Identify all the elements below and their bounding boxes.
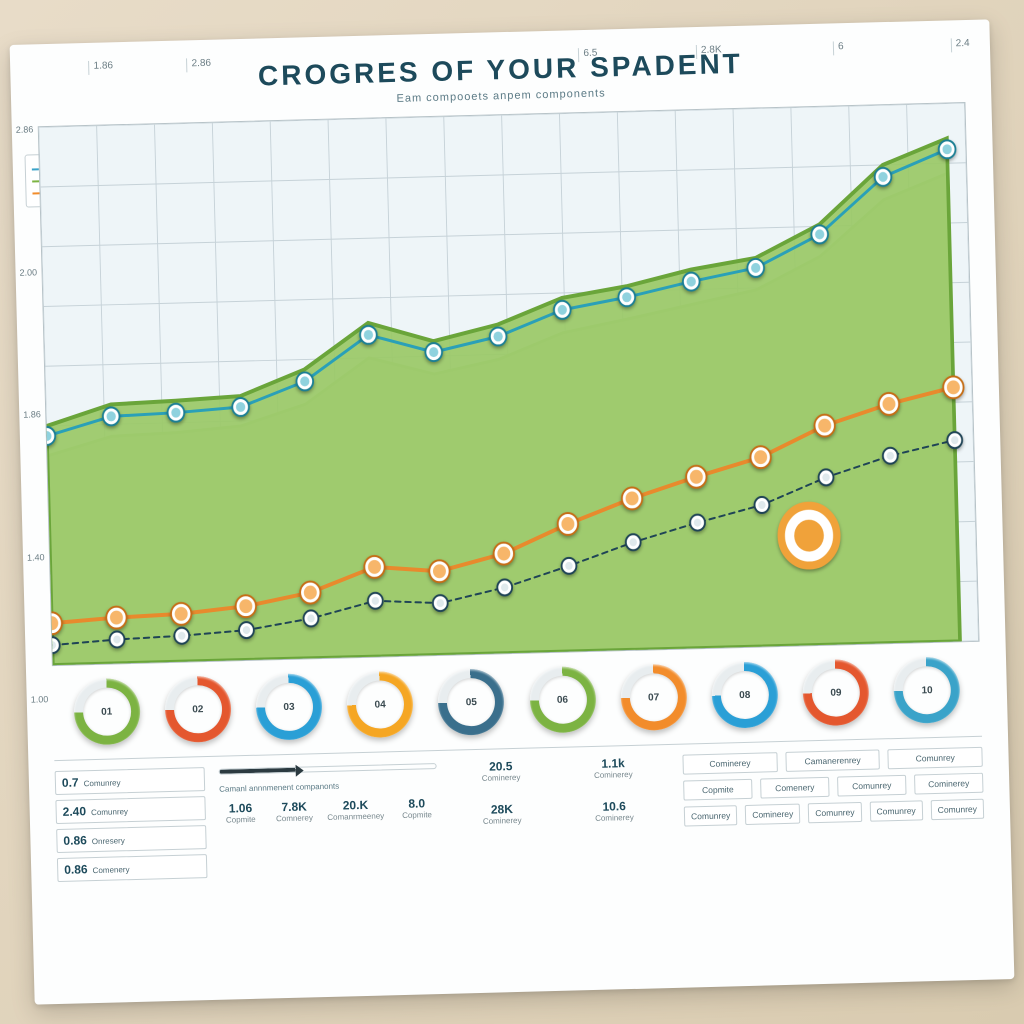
value-cell: 10.6Cominerey xyxy=(564,798,665,824)
metric-cell: 2.40 Comunrey xyxy=(55,796,206,824)
gauge: 03 xyxy=(255,673,323,741)
ladder-box: Camanerenrey xyxy=(785,749,880,771)
gauge: 09 xyxy=(802,659,870,727)
value-cell: 20.KComanrmeeney xyxy=(327,797,385,821)
report-sheet: 1.862.866.52.8K62.4 CROGRES OF YOUR SPAD… xyxy=(10,19,1015,1004)
left-metric-stack: 0.7 Comunrey2.40 Comunrey0.86 Onresery0.… xyxy=(55,767,208,882)
metric-cell: 0.7 Comunrey xyxy=(55,767,206,795)
right-values-column: 20.5Cominerey 1.1kCominerey 28KCominerey 10… xyxy=(450,755,671,872)
ladder-box: Comunrey xyxy=(869,800,923,821)
timeline-caption: Camanl annnmenent companonts xyxy=(219,779,437,794)
top-tick: 2.86 xyxy=(186,58,211,73)
gauge: 08 xyxy=(711,661,779,729)
ladder-box: Cominerey xyxy=(914,773,983,795)
center-column: Camanl annnmenent companonts 1.06Copmite… xyxy=(219,761,440,878)
top-tick: 6 xyxy=(833,41,844,55)
gauge: 04 xyxy=(346,671,414,739)
value-cell: 1.1kCominerey xyxy=(563,755,664,781)
metric-cell: 0.86 Comenery xyxy=(57,854,208,882)
ladder-box: Comenery xyxy=(760,777,829,799)
ladder-box: Cominerey xyxy=(745,804,801,825)
chart-svg xyxy=(39,103,979,665)
ladder-row: Copmite Comenery Comunrey Cominerey xyxy=(683,773,983,801)
value-cell: 28KCominerey xyxy=(452,801,553,827)
ladder-box: Comunrey xyxy=(930,799,984,820)
ladder-box: Comunrey xyxy=(684,805,738,826)
gauge: 01 xyxy=(73,678,141,746)
ladder-box: Cominerey xyxy=(682,752,777,774)
bottom-panels: 0.7 Comunrey2.40 Comunrey0.86 Onresery0.… xyxy=(54,736,985,882)
top-tick: 2.4 xyxy=(951,38,970,52)
gauge: 05 xyxy=(437,668,505,736)
ladder-row: Cominerey Camanerenrey Comunrey xyxy=(682,747,982,775)
value-cell: 1.06Copmite xyxy=(219,801,261,825)
gauge: 10 xyxy=(893,656,961,724)
value-cell: 20.5Cominerey xyxy=(450,758,551,784)
top-tick: 6.5 xyxy=(578,48,597,62)
metric-cell: 0.86 Onresery xyxy=(56,825,207,853)
top-tick: 1.86 xyxy=(88,60,113,75)
ladder-row: Comunrey Cominerey Comunrey Comunrey Comunre… xyxy=(684,799,984,827)
ladder-box: Comunrey xyxy=(888,747,983,769)
gauge: 07 xyxy=(620,664,688,732)
value-cell: 7.8KComnerey xyxy=(273,799,315,823)
ladder-box: Comunrey xyxy=(837,775,906,797)
top-tick: 2.8K xyxy=(696,44,722,59)
main-chart xyxy=(38,102,980,666)
gauge: 02 xyxy=(164,675,232,743)
right-values: 20.5Cominerey 1.1kCominerey 28KCominerey 10… xyxy=(450,755,670,835)
center-values: 1.06Copmite 7.8KComnerey 20.KComanrmeeney 8… xyxy=(219,796,438,825)
timeline-bar xyxy=(219,763,437,775)
gauge: 06 xyxy=(529,666,597,734)
ladder-box: Comunrey xyxy=(808,802,862,823)
y-tick: 1.00 xyxy=(31,694,61,705)
ladder-box: Copmite xyxy=(683,779,752,801)
ladder-boxes: Cominerey Camanerenrey Comunrey Copmite Come… xyxy=(682,747,985,866)
value-cell: 8.0Copmite xyxy=(396,796,438,820)
gauge-row: 01 02 03 04 05 06 07 08 09 10 xyxy=(52,656,981,746)
